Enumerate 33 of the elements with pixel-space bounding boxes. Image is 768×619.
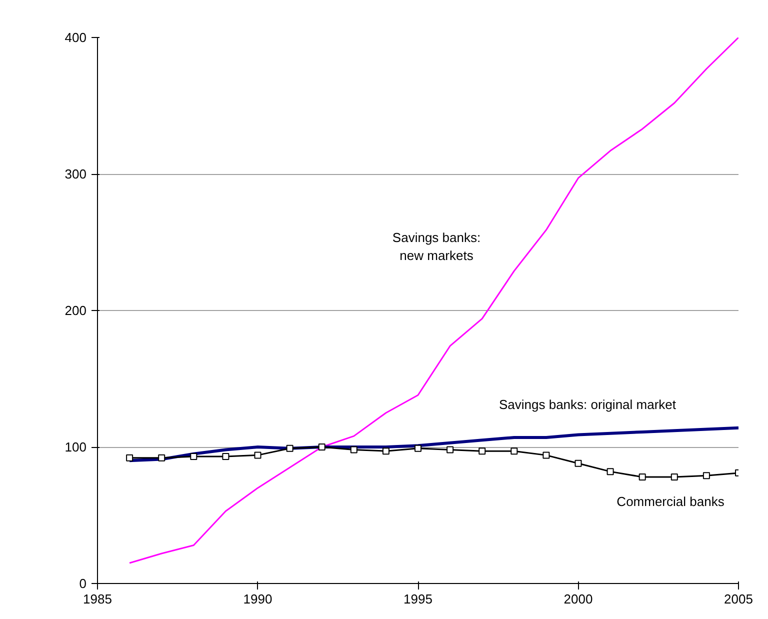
y-tick-label: 400 [64, 30, 87, 45]
point [126, 454, 134, 462]
x-tick-label: 1995 [404, 592, 432, 606]
point [318, 444, 326, 450]
point [574, 460, 582, 467]
text: Savings banks: new markets [392, 230, 481, 263]
x-tick-label: 1985 [83, 592, 112, 606]
y-tick-label: 200 [64, 303, 87, 318]
x-tick-label: 1990 [243, 592, 272, 606]
point [382, 448, 390, 455]
series-label: Commercial banks [616, 494, 725, 509]
point [190, 453, 198, 460]
y-tick-label: 300 [64, 166, 87, 182]
point [638, 474, 646, 481]
point [478, 448, 486, 455]
point [702, 472, 710, 480]
point [350, 446, 358, 454]
point [542, 452, 550, 459]
point [446, 446, 454, 454]
y-tick-label: 100 [64, 440, 87, 454]
y-tick-label: 0 [79, 576, 87, 591]
point [670, 474, 678, 481]
series-label: Savings banks: original market [498, 397, 676, 412]
point [606, 468, 614, 476]
point [254, 452, 262, 459]
point [222, 453, 230, 460]
x-tick-label: 2000 [564, 592, 593, 606]
point [286, 444, 294, 452]
point [414, 444, 422, 452]
x-tick-label: 2005 [724, 592, 753, 606]
line-series [128, 38, 738, 564]
point [158, 454, 166, 462]
point [510, 448, 518, 455]
